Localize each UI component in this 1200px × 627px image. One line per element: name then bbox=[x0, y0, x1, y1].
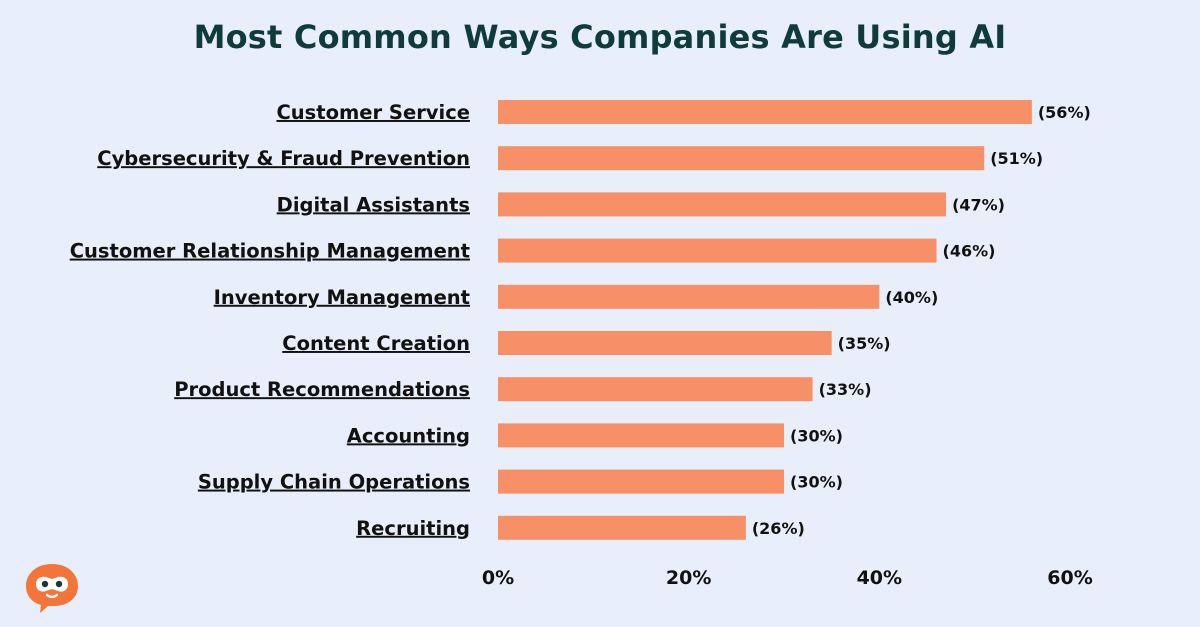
bar bbox=[498, 146, 985, 171]
logo-eye-left bbox=[41, 580, 49, 588]
logo-mouth bbox=[45, 593, 59, 599]
bar bbox=[498, 469, 784, 494]
category-label: Digital Assistants bbox=[277, 193, 470, 216]
chart-title: Most Common Ways Companies Are Using AI bbox=[193, 18, 1007, 56]
value-label: (26%) bbox=[752, 519, 805, 538]
value-label: (47%) bbox=[952, 195, 1005, 214]
logo-eye-right bbox=[55, 580, 63, 588]
value-label: (40%) bbox=[885, 288, 938, 307]
bar bbox=[498, 284, 880, 309]
value-label: (30%) bbox=[790, 426, 843, 445]
x-tick-label: 60% bbox=[1047, 567, 1092, 589]
bars-layer bbox=[498, 100, 1032, 540]
value-label: (46%) bbox=[943, 242, 996, 261]
value-label: (56%) bbox=[1038, 103, 1091, 122]
category-label: Product Recommendations bbox=[174, 378, 470, 401]
bar bbox=[498, 515, 746, 540]
category-label: Accounting bbox=[347, 424, 470, 447]
bar bbox=[498, 331, 832, 355]
value-label: (51%) bbox=[990, 149, 1043, 168]
bar bbox=[498, 100, 1032, 124]
x-axis-ticks: 0% 20% 40% 60% bbox=[482, 567, 1093, 589]
value-labels: (56%) (51%) (47%) (46%) (40%) (35%) (33%) (30%)… bbox=[752, 103, 1091, 538]
x-tick-label: 20% bbox=[666, 567, 711, 589]
category-labels: Customer Service Cybersecurity & Fraud Pr… bbox=[70, 101, 470, 540]
logo-face bbox=[36, 576, 68, 592]
x-tick-label: 0% bbox=[482, 567, 514, 589]
category-label: Cybersecurity & Fraud Prevention bbox=[97, 147, 470, 170]
category-label: Customer Relationship Management bbox=[70, 240, 470, 263]
bar bbox=[498, 238, 937, 263]
value-label: (33%) bbox=[819, 380, 872, 399]
category-label: Customer Service bbox=[276, 101, 470, 124]
category-label: Inventory Management bbox=[214, 286, 470, 309]
value-label: (35%) bbox=[838, 334, 891, 353]
bar bbox=[498, 423, 784, 448]
category-label: Content Creation bbox=[282, 332, 470, 355]
category-label: Recruiting bbox=[356, 517, 470, 540]
x-tick-label: 40% bbox=[857, 567, 902, 589]
value-label: (30%) bbox=[790, 473, 843, 492]
bar bbox=[498, 377, 813, 402]
category-label: Supply Chain Operations bbox=[198, 471, 470, 494]
robot-chat-bubble-icon bbox=[26, 564, 78, 613]
bar bbox=[498, 192, 947, 217]
